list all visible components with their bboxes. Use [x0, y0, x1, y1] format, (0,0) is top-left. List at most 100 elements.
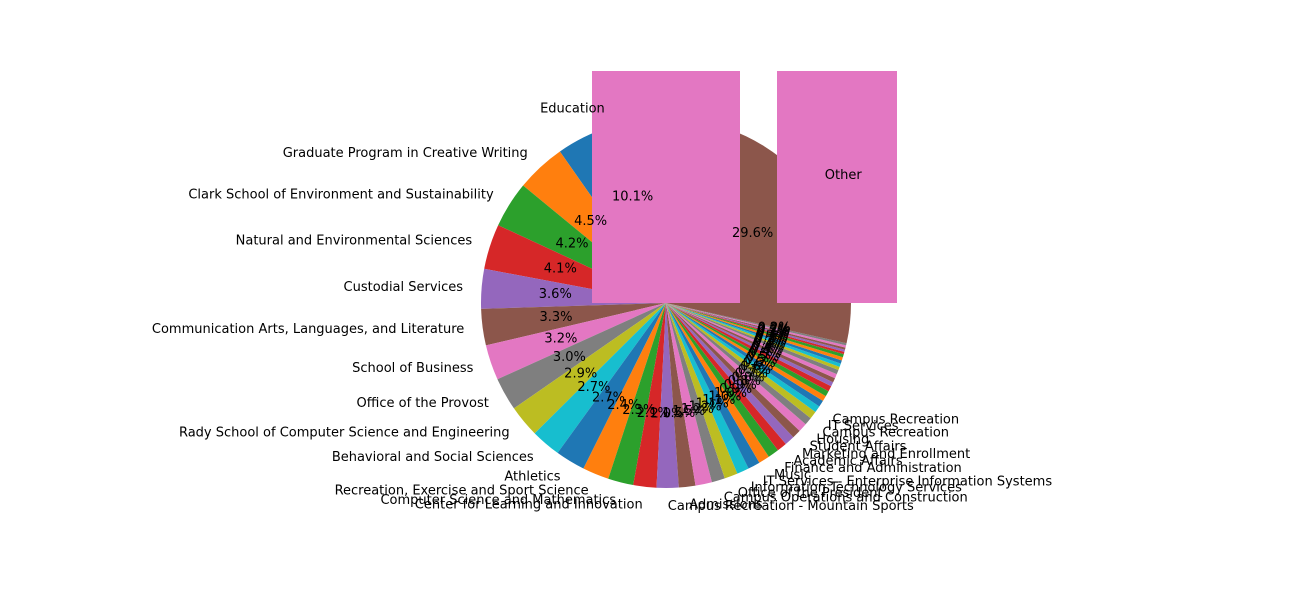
slice-percent-label: 0.2%	[757, 322, 790, 337]
slice-percent-label: 0.5%	[746, 350, 779, 365]
slice-percent-label: 3.2%	[544, 331, 577, 346]
slice-percent-label: 1.0%	[708, 390, 741, 405]
slice-percent-label: 0.4%	[752, 337, 785, 352]
pie-slice	[608, 303, 666, 486]
pie-slice	[656, 303, 679, 489]
slice-label: Office of the Provost	[357, 396, 489, 411]
slice-label: Natural and Environmental Sciences	[236, 233, 473, 248]
slice-percent-label: 0.2%	[758, 320, 791, 335]
slice-percent-label: 0.3%	[755, 331, 788, 346]
slice-label: Center for Learning and Innovation	[415, 498, 643, 513]
pie-slice	[513, 303, 666, 434]
overlay-layer	[592, 71, 897, 303]
slice-percent-label: 0.6%	[743, 356, 776, 371]
slice-percent-label: 0.5%	[748, 347, 781, 362]
slice-percent-label: 2.3%	[622, 403, 655, 418]
slice-percent-label: 29.6%	[732, 226, 773, 241]
pie-slice	[666, 303, 843, 361]
slice-percent-label: 1.1%	[696, 396, 729, 411]
pie-slice	[666, 303, 847, 346]
slice-percent-label: 0.3%	[756, 327, 789, 342]
slice-percent-label: 0.9%	[724, 378, 757, 393]
labels-layer: Education 10.1% Graduate Program in Creati…	[152, 101, 1052, 514]
pie-slice	[583, 303, 666, 479]
slice-percent-label: 0.9%	[719, 382, 752, 397]
pie-slice	[666, 303, 837, 379]
slice-percent-label: 2.1%	[637, 406, 670, 421]
slice-percent-label: 3.6%	[539, 287, 572, 302]
pie-slice	[666, 303, 786, 451]
slice-label: Athletics	[504, 470, 560, 485]
slice-label: School of Business	[352, 361, 474, 376]
slice-label: Graduate Program in Creative Writing	[283, 146, 528, 161]
pie-slice	[666, 303, 845, 355]
slice-percent-label: 1.2%	[681, 402, 714, 417]
pie-slice	[666, 303, 834, 387]
pie-slice	[666, 303, 836, 383]
pie-slice	[557, 303, 666, 469]
pie-slice	[666, 303, 826, 401]
overlay-rect	[777, 71, 897, 303]
pie-slice	[534, 303, 666, 453]
slice-label: Finance and Administration	[784, 461, 962, 476]
pie-slice	[666, 303, 841, 367]
pie-slice	[666, 303, 829, 397]
slice-percent-label: 0.2%	[756, 326, 789, 341]
slice-percent-label: 2.0%	[650, 407, 683, 422]
pie-slice	[666, 303, 769, 463]
pie-slice	[666, 303, 820, 413]
slice-percent-label: 0.4%	[750, 342, 783, 357]
slice-percent-label: 3.3%	[539, 310, 572, 325]
pie-slice	[666, 303, 749, 474]
slice-percent-label: 4.2%	[555, 237, 588, 252]
slice-label: Student Affairs	[810, 440, 907, 455]
slice-label: Marketing and Enrollment	[802, 447, 970, 462]
pie-slice	[666, 303, 839, 375]
slice-percent-label: 3.0%	[553, 350, 586, 365]
slice-label: IT Services	[828, 419, 899, 434]
slice-percent-label: 0.7%	[735, 367, 768, 382]
slice-percent-label: 0.3%	[754, 333, 787, 348]
slice-label: Campus Operations and Construction	[724, 491, 968, 506]
slice-label: Education	[540, 101, 605, 116]
overlay-rect	[592, 71, 740, 303]
slice-percent-label: 0.2%	[757, 323, 790, 338]
slice-label: Clark School of Environment and Sustaina…	[188, 187, 494, 202]
slice-label: Admissions	[689, 498, 763, 513]
slice-percent-label: 2.4%	[607, 398, 640, 413]
slice-percent-label: 1.5%	[662, 406, 695, 421]
slice-percent-label: 0.2%	[757, 324, 790, 339]
slice-percent-label: 0.5%	[744, 353, 777, 368]
slice-label: Information Technology Services	[751, 481, 962, 496]
slice-label: Behavioral and Social Sciences	[332, 450, 534, 465]
pie-slice	[666, 303, 823, 407]
pie-slice	[666, 303, 845, 352]
pie-slice	[666, 303, 800, 438]
slice-percent-label: 0.8%	[731, 370, 764, 385]
slice-label: Other	[825, 168, 863, 183]
slice-percent-label: 1.2%	[689, 399, 722, 414]
slice-label: Recreation, Exercise and Sport Science	[335, 484, 589, 499]
slice-percent-label: 0.7%	[738, 363, 771, 378]
pie-slice	[666, 303, 832, 392]
pie-slice	[666, 303, 725, 483]
slice-percent-label: 2.7%	[577, 380, 610, 395]
slice-label: Campus Recreation - Mountain Sports	[668, 499, 914, 514]
pie-slice	[666, 303, 760, 469]
pie-slice	[481, 303, 666, 346]
slice-percent-label: 1.5%	[672, 404, 705, 419]
slice-label: Campus Recreation	[833, 413, 960, 428]
slice-percent-label: 1.0%	[714, 386, 747, 401]
slice-label: Academic Affairs	[794, 454, 903, 469]
slice-label: Rady School of Computer Science and Engi…	[179, 426, 510, 441]
pie-slice	[666, 303, 778, 457]
slice-label: Communication Arts, Languages, and Liter…	[152, 322, 464, 337]
slice-percent-label: 0.8%	[728, 374, 761, 389]
pie-slice	[666, 303, 806, 431]
slice-label: Housing	[816, 433, 869, 448]
slice-percent-label: 0.6%	[740, 359, 773, 374]
slice-percent-label: 4.1%	[544, 262, 577, 277]
slice-label: IT Services - Enterprise Information Sys…	[763, 475, 1053, 490]
